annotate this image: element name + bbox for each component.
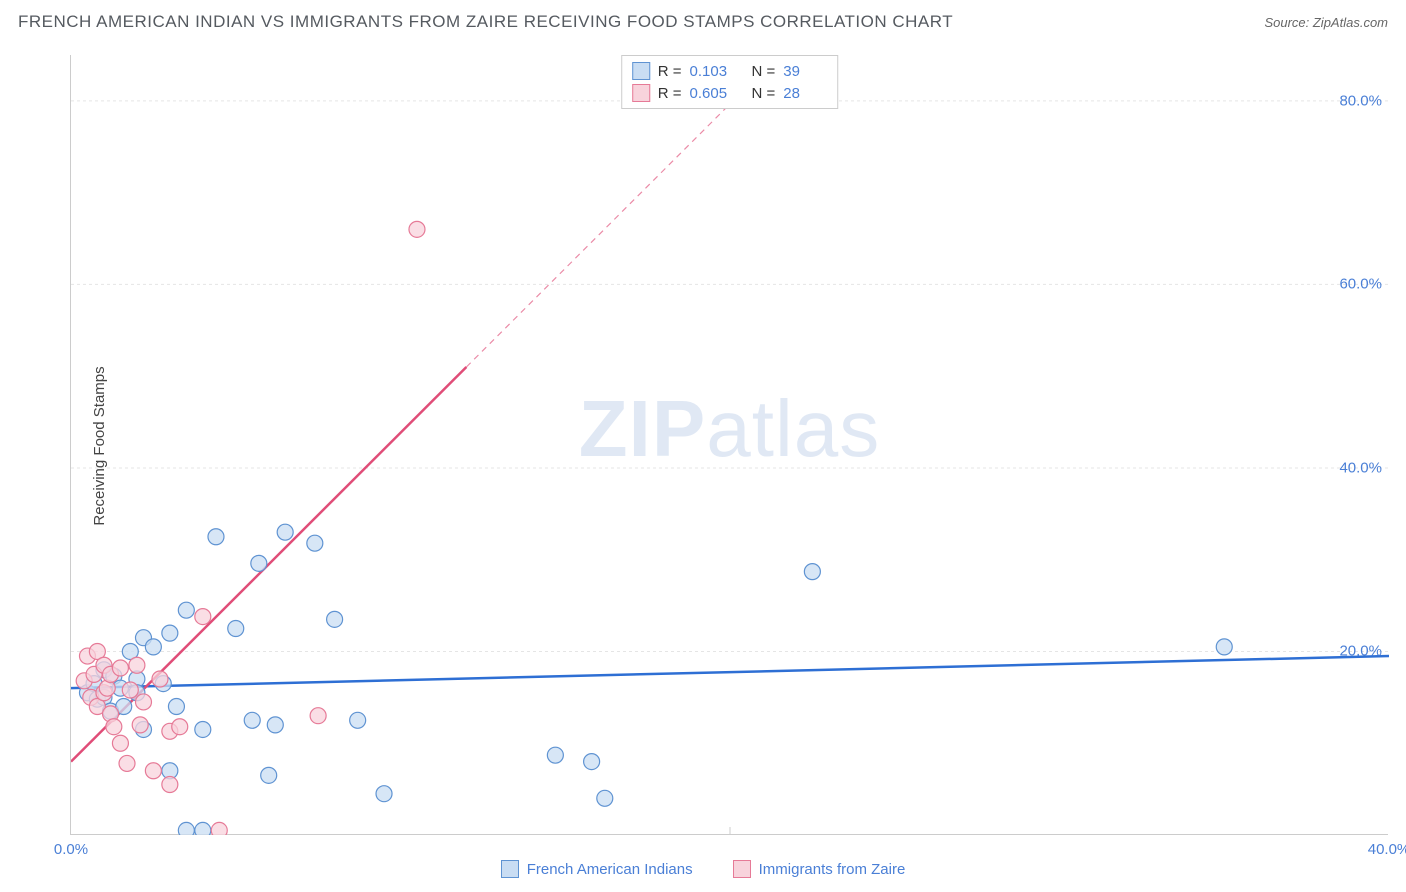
plot-svg <box>71 55 1389 835</box>
legend-swatch <box>501 860 519 878</box>
legend-label: French American Indians <box>527 861 693 878</box>
legend-item: French American Indians <box>501 860 693 878</box>
legend-label: Immigrants from Zaire <box>759 861 906 878</box>
r-label: R = <box>658 63 682 80</box>
n-label: N = <box>752 85 776 102</box>
series-swatch <box>632 62 650 80</box>
series-swatch <box>632 84 650 102</box>
stats-row: R = 0.605 N = 28 <box>632 82 828 104</box>
x-tick-label: 0.0% <box>54 841 88 858</box>
correlation-stats-box: R = 0.103 N = 39 R = 0.605 N = 28 <box>621 55 839 109</box>
r-label: R = <box>658 85 682 102</box>
legend-swatch <box>733 860 751 878</box>
r-value: 0.605 <box>690 85 734 102</box>
y-tick-label: 40.0% <box>1339 459 1382 476</box>
scatter-plot-area: ZIPatlas R =0.103N =39R =0.605N =28 20.0… <box>70 55 1388 835</box>
series-legend: French American Indians Immigrants from Z… <box>0 860 1406 878</box>
legend-item: Immigrants from Zaire <box>733 860 906 878</box>
n-value: 39 <box>783 63 827 80</box>
n-value: 28 <box>783 85 827 102</box>
y-tick-label: 20.0% <box>1339 643 1382 660</box>
chart-title: FRENCH AMERICAN INDIAN VS IMMIGRANTS FRO… <box>18 12 953 32</box>
source-attribution: Source: ZipAtlas.com <box>1264 15 1388 30</box>
stats-row: R = 0.103 N = 39 <box>632 60 828 82</box>
x-tick-label: 40.0% <box>1368 841 1406 858</box>
n-label: N = <box>752 63 776 80</box>
r-value: 0.103 <box>690 63 734 80</box>
y-tick-label: 80.0% <box>1339 92 1382 109</box>
y-tick-label: 60.0% <box>1339 276 1382 293</box>
